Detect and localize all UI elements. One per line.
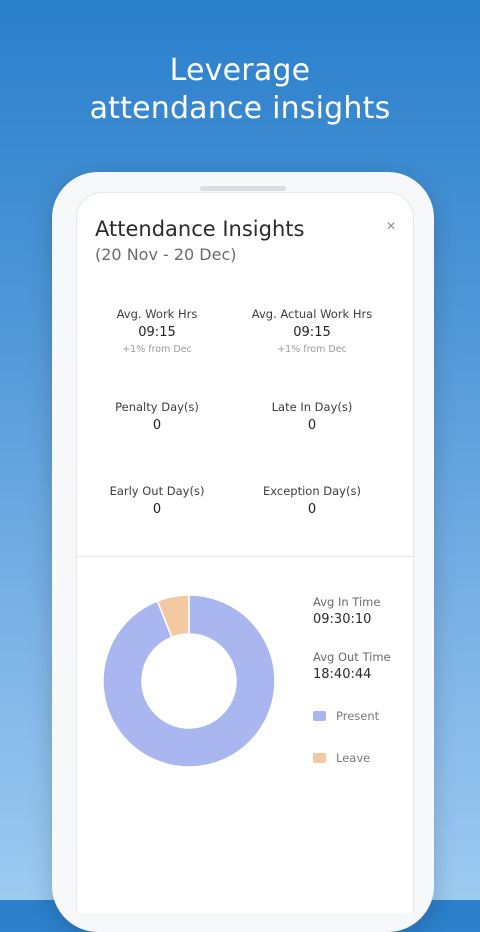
stat-label: Penalty Day(s) (115, 400, 199, 414)
avg-out-time-label: Avg Out Time (313, 650, 391, 664)
headline-line-2: attendance insights (89, 91, 391, 126)
avg-out-time: Avg Out Time 18:40:44 (313, 650, 391, 682)
date-range: (20 Nov - 20 Dec) (95, 245, 237, 264)
stat-value: 0 (307, 418, 317, 433)
headline: Leverage attendance insights (0, 52, 480, 128)
stat-value: 0 (307, 502, 317, 517)
avg-in-time-label: Avg In Time (313, 595, 381, 609)
stat-value: 0 (152, 418, 162, 433)
legend-swatch-leave (313, 753, 326, 763)
stat-label: Avg. Work Hrs (116, 307, 198, 321)
stat-exception-days: Exception Day(s) 0 (234, 484, 390, 517)
avg-in-time: Avg In Time 09:30:10 (313, 595, 380, 627)
attendance-insights-card: Attendance Insights (20 Nov - 20 Dec) × … (76, 192, 414, 913)
stat-note: +1% from Dec (277, 344, 347, 355)
legend-item-leave: Leave (313, 751, 370, 765)
headline-line-1: Leverage (169, 53, 311, 88)
stat-avg-work-hrs: Avg. Work Hrs 09:15 +1% from Dec (79, 307, 235, 355)
avg-out-time-value: 18:40:44 (313, 667, 372, 682)
stat-value: 0 (152, 502, 162, 517)
legend-label: Leave (336, 751, 371, 765)
attendance-donut-chart (102, 594, 276, 768)
stat-penalty-days: Penalty Day(s) 0 (79, 400, 235, 433)
stat-value: 09:15 (293, 325, 331, 340)
card-title: Attendance Insights (95, 217, 305, 241)
stat-value: 09:15 (138, 325, 176, 340)
donut-slice-present (102, 594, 276, 768)
stat-late-in-days: Late In Day(s) 0 (234, 400, 390, 433)
legend-label: Present (336, 709, 380, 723)
stat-label: Exception Day(s) (263, 484, 361, 498)
stat-early-out-days: Early Out Day(s) 0 (79, 484, 235, 517)
legend-item-present: Present (313, 709, 379, 723)
legend-swatch-present (313, 711, 326, 721)
stat-avg-actual-work-hrs: Avg. Actual Work Hrs 09:15 +1% from Dec (234, 307, 390, 355)
avg-in-time-value: 09:30:10 (313, 612, 372, 627)
stat-label: Early Out Day(s) (109, 484, 205, 498)
stat-label: Late In Day(s) (271, 400, 353, 414)
close-icon[interactable]: × (386, 218, 396, 235)
section-divider (77, 556, 413, 557)
stat-label: Avg. Actual Work Hrs (251, 307, 373, 321)
stat-note: +1% from Dec (122, 344, 192, 355)
phone-speaker (200, 186, 286, 191)
